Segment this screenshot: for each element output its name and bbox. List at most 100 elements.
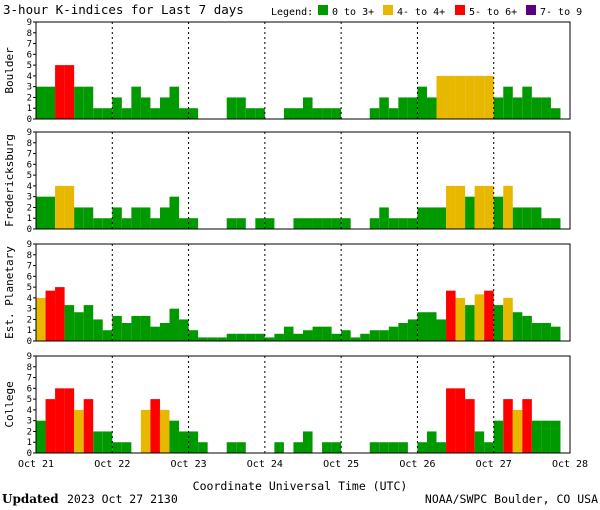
bar	[150, 399, 160, 453]
panel-frame	[35, 355, 571, 454]
bar	[436, 75, 447, 119]
bar	[45, 399, 56, 453]
bar	[55, 185, 65, 229]
bar	[493, 97, 504, 119]
bar	[522, 399, 532, 453]
y-tick-label: 9	[27, 240, 32, 250]
bar	[102, 330, 113, 341]
bar	[426, 431, 437, 453]
bar	[150, 326, 160, 341]
bar	[455, 185, 466, 229]
y-tick-label: 3	[27, 193, 32, 203]
legend-swatch-1	[318, 5, 328, 15]
y-tick-label: 5	[27, 395, 32, 405]
panels: 0123456789Boulder0123456789Fredericksbur…	[3, 18, 571, 459]
bar	[426, 207, 437, 229]
bar	[245, 333, 256, 341]
bar	[226, 218, 237, 229]
bar	[493, 196, 504, 229]
bar	[484, 185, 494, 229]
bar	[550, 326, 561, 341]
bar	[455, 388, 466, 453]
bar	[493, 420, 504, 453]
y-tick-label: 7	[27, 374, 32, 384]
bar	[150, 218, 160, 229]
y-tick-label: 5	[27, 61, 32, 71]
bar	[264, 337, 275, 341]
bar	[312, 326, 323, 341]
bar	[341, 330, 351, 341]
bar	[512, 97, 523, 119]
bar	[531, 207, 542, 229]
x-tick-label: Oct 26	[399, 459, 435, 470]
bar	[236, 442, 246, 453]
bar	[379, 442, 389, 453]
bar	[465, 196, 475, 229]
panel-label-boulder: Boulder	[3, 47, 16, 94]
bar	[493, 305, 504, 341]
y-tick-label: 8	[27, 29, 32, 39]
bar	[159, 207, 170, 229]
bar	[112, 97, 122, 119]
bar	[436, 442, 447, 453]
bar	[512, 207, 523, 229]
bar	[531, 323, 542, 341]
legend-entry-3: 5- to 6+	[469, 7, 517, 18]
bar	[322, 442, 332, 453]
bar	[150, 108, 160, 119]
bar	[131, 207, 141, 229]
bar	[93, 218, 103, 229]
y-tick-label: 5	[27, 171, 32, 181]
bar	[522, 207, 532, 229]
bar	[102, 218, 113, 229]
bar	[236, 97, 246, 119]
bar	[369, 108, 380, 119]
bar	[169, 420, 180, 453]
legend-swatch-2	[383, 5, 393, 15]
bar	[188, 330, 199, 341]
bar	[64, 305, 75, 341]
y-tick-label: 4	[27, 406, 32, 416]
bar	[379, 330, 389, 341]
x-axis-label: Coordinate Universal Time (UTC)	[193, 479, 408, 493]
bar	[369, 442, 380, 453]
bar	[140, 207, 151, 229]
bar	[226, 333, 237, 341]
y-tick-label: 6	[27, 272, 32, 282]
bar	[541, 97, 551, 119]
bar	[455, 297, 466, 341]
y-tick-label: 2	[27, 93, 32, 103]
bar	[74, 207, 84, 229]
bar	[169, 86, 180, 119]
bar	[64, 185, 75, 229]
bar	[388, 218, 399, 229]
y-tick-label: 1	[27, 214, 32, 224]
bar	[121, 108, 132, 119]
bar	[379, 97, 389, 119]
bar	[465, 75, 475, 119]
updated-time: 2023 Oct 27 2130	[67, 492, 178, 506]
bar	[179, 319, 189, 341]
bar	[159, 97, 170, 119]
bar	[426, 312, 437, 341]
bar	[436, 207, 447, 229]
y-tick-label: 2	[27, 203, 32, 213]
bar	[169, 308, 180, 341]
bar	[188, 431, 199, 453]
bar	[350, 337, 361, 341]
bar	[83, 207, 94, 229]
y-tick-label: 8	[27, 251, 32, 261]
bar	[45, 86, 56, 119]
bar	[93, 108, 103, 119]
y-tick-label: 2	[27, 315, 32, 325]
bar	[446, 290, 456, 341]
bar	[45, 290, 56, 341]
bar	[331, 333, 342, 341]
bar	[226, 97, 237, 119]
bar	[398, 323, 408, 341]
bar	[93, 431, 103, 453]
bar	[159, 323, 170, 341]
panel-label-est-planetary: Est. Planetary	[3, 246, 16, 339]
x-tick-label: Oct 25	[323, 459, 359, 470]
